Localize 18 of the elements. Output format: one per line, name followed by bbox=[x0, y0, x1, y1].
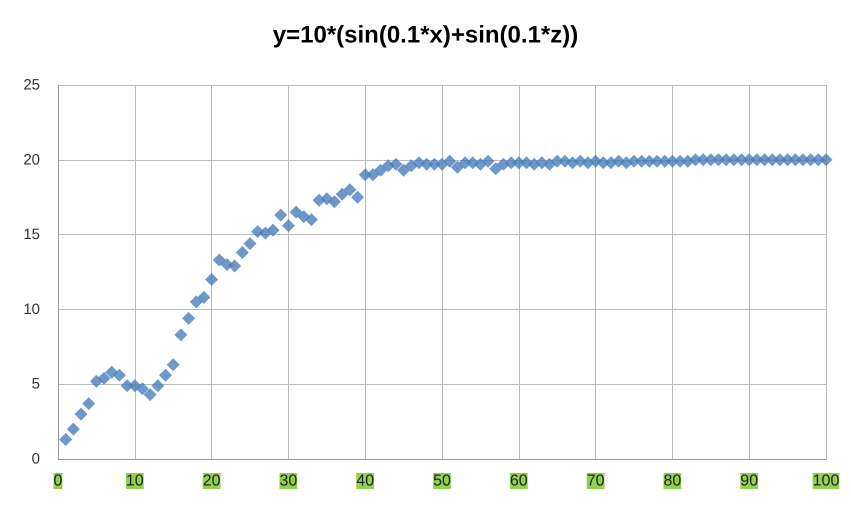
x-tick-label: 30 bbox=[280, 472, 298, 490]
y-tick-label: 5 bbox=[32, 376, 40, 393]
x-tick-label: 20 bbox=[202, 472, 221, 490]
x-tick-label: 80 bbox=[664, 472, 682, 490]
x-tick-label: 10 bbox=[126, 472, 144, 490]
chart-title: y=10*(sin(0.1*x)+sin(0.1*z)) bbox=[272, 22, 578, 48]
y-tick-label: 0 bbox=[32, 450, 40, 468]
y-tick-label: 10 bbox=[23, 300, 40, 318]
x-tick-label: 100 bbox=[812, 472, 840, 490]
x-tick-label: 40 bbox=[356, 472, 374, 490]
x-tick-label: 90 bbox=[740, 472, 758, 490]
y-tick-label: 20 bbox=[23, 151, 40, 168]
x-tick-label: 50 bbox=[433, 472, 451, 490]
x-tick-label: 70 bbox=[586, 472, 605, 490]
x-tick-label: 0 bbox=[54, 472, 63, 490]
y-tick-label: 25 bbox=[23, 76, 40, 94]
y-tick-label: 15 bbox=[23, 226, 40, 244]
x-tick-label: 60 bbox=[510, 472, 528, 490]
